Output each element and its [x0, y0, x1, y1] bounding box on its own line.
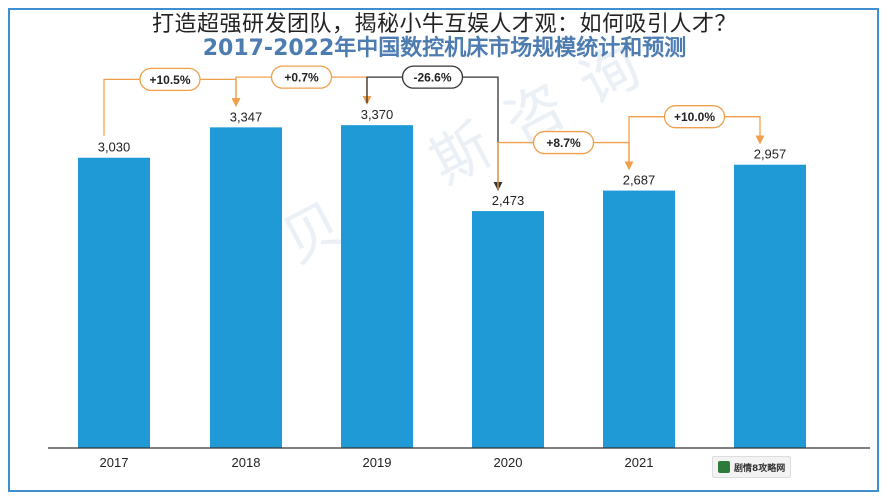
bar-2019: [341, 125, 413, 448]
value-label-2022E: 2,957: [754, 147, 787, 162]
bar-2018: [210, 127, 282, 449]
growth-label-0: +10.5%: [149, 73, 190, 87]
overlay-title: 打造超强研发团队，揭秘小牛互娱人才观：如何吸引人才？: [151, 12, 737, 37]
growth-pill-2: [401, 65, 464, 89]
category-label-2021: 2021: [625, 455, 654, 470]
value-label-2020: 2,473: [492, 193, 525, 208]
growth-label-2: -26.6%: [413, 71, 451, 85]
value-label-2017: 3,030: [98, 140, 131, 155]
bar-2022E: [734, 164, 806, 448]
growth-pill-1: [270, 65, 333, 89]
growth-label-3: +8.7%: [546, 136, 581, 150]
value-label-2019: 3,370: [361, 107, 394, 122]
growth-pill-4: [663, 105, 726, 129]
category-label-2019: 2019: [363, 455, 392, 470]
bar-2021: [603, 190, 675, 448]
value-label-2021: 2,687: [623, 173, 656, 188]
value-label-2018: 3,347: [230, 109, 263, 124]
category-label-2017: 2017: [100, 455, 129, 470]
logo-icon: [718, 461, 730, 473]
growth-pill-0: [139, 67, 201, 91]
category-label-2020: 2020: [494, 455, 523, 470]
bar-2020: [472, 211, 544, 448]
growth-pill-3: [532, 130, 595, 155]
growth-label-4: +10.0%: [674, 110, 715, 124]
growth-label-1: +0.7%: [284, 71, 319, 85]
category-label-2018: 2018: [232, 455, 261, 470]
bar-2017: [78, 157, 150, 449]
logo-text: 剧情8攻略网: [734, 463, 786, 474]
chart-title: 2017-2022年中国数控机床市场规模统计和预测: [202, 36, 687, 61]
site-logo[interactable]: 剧情8攻略网: [712, 456, 792, 478]
